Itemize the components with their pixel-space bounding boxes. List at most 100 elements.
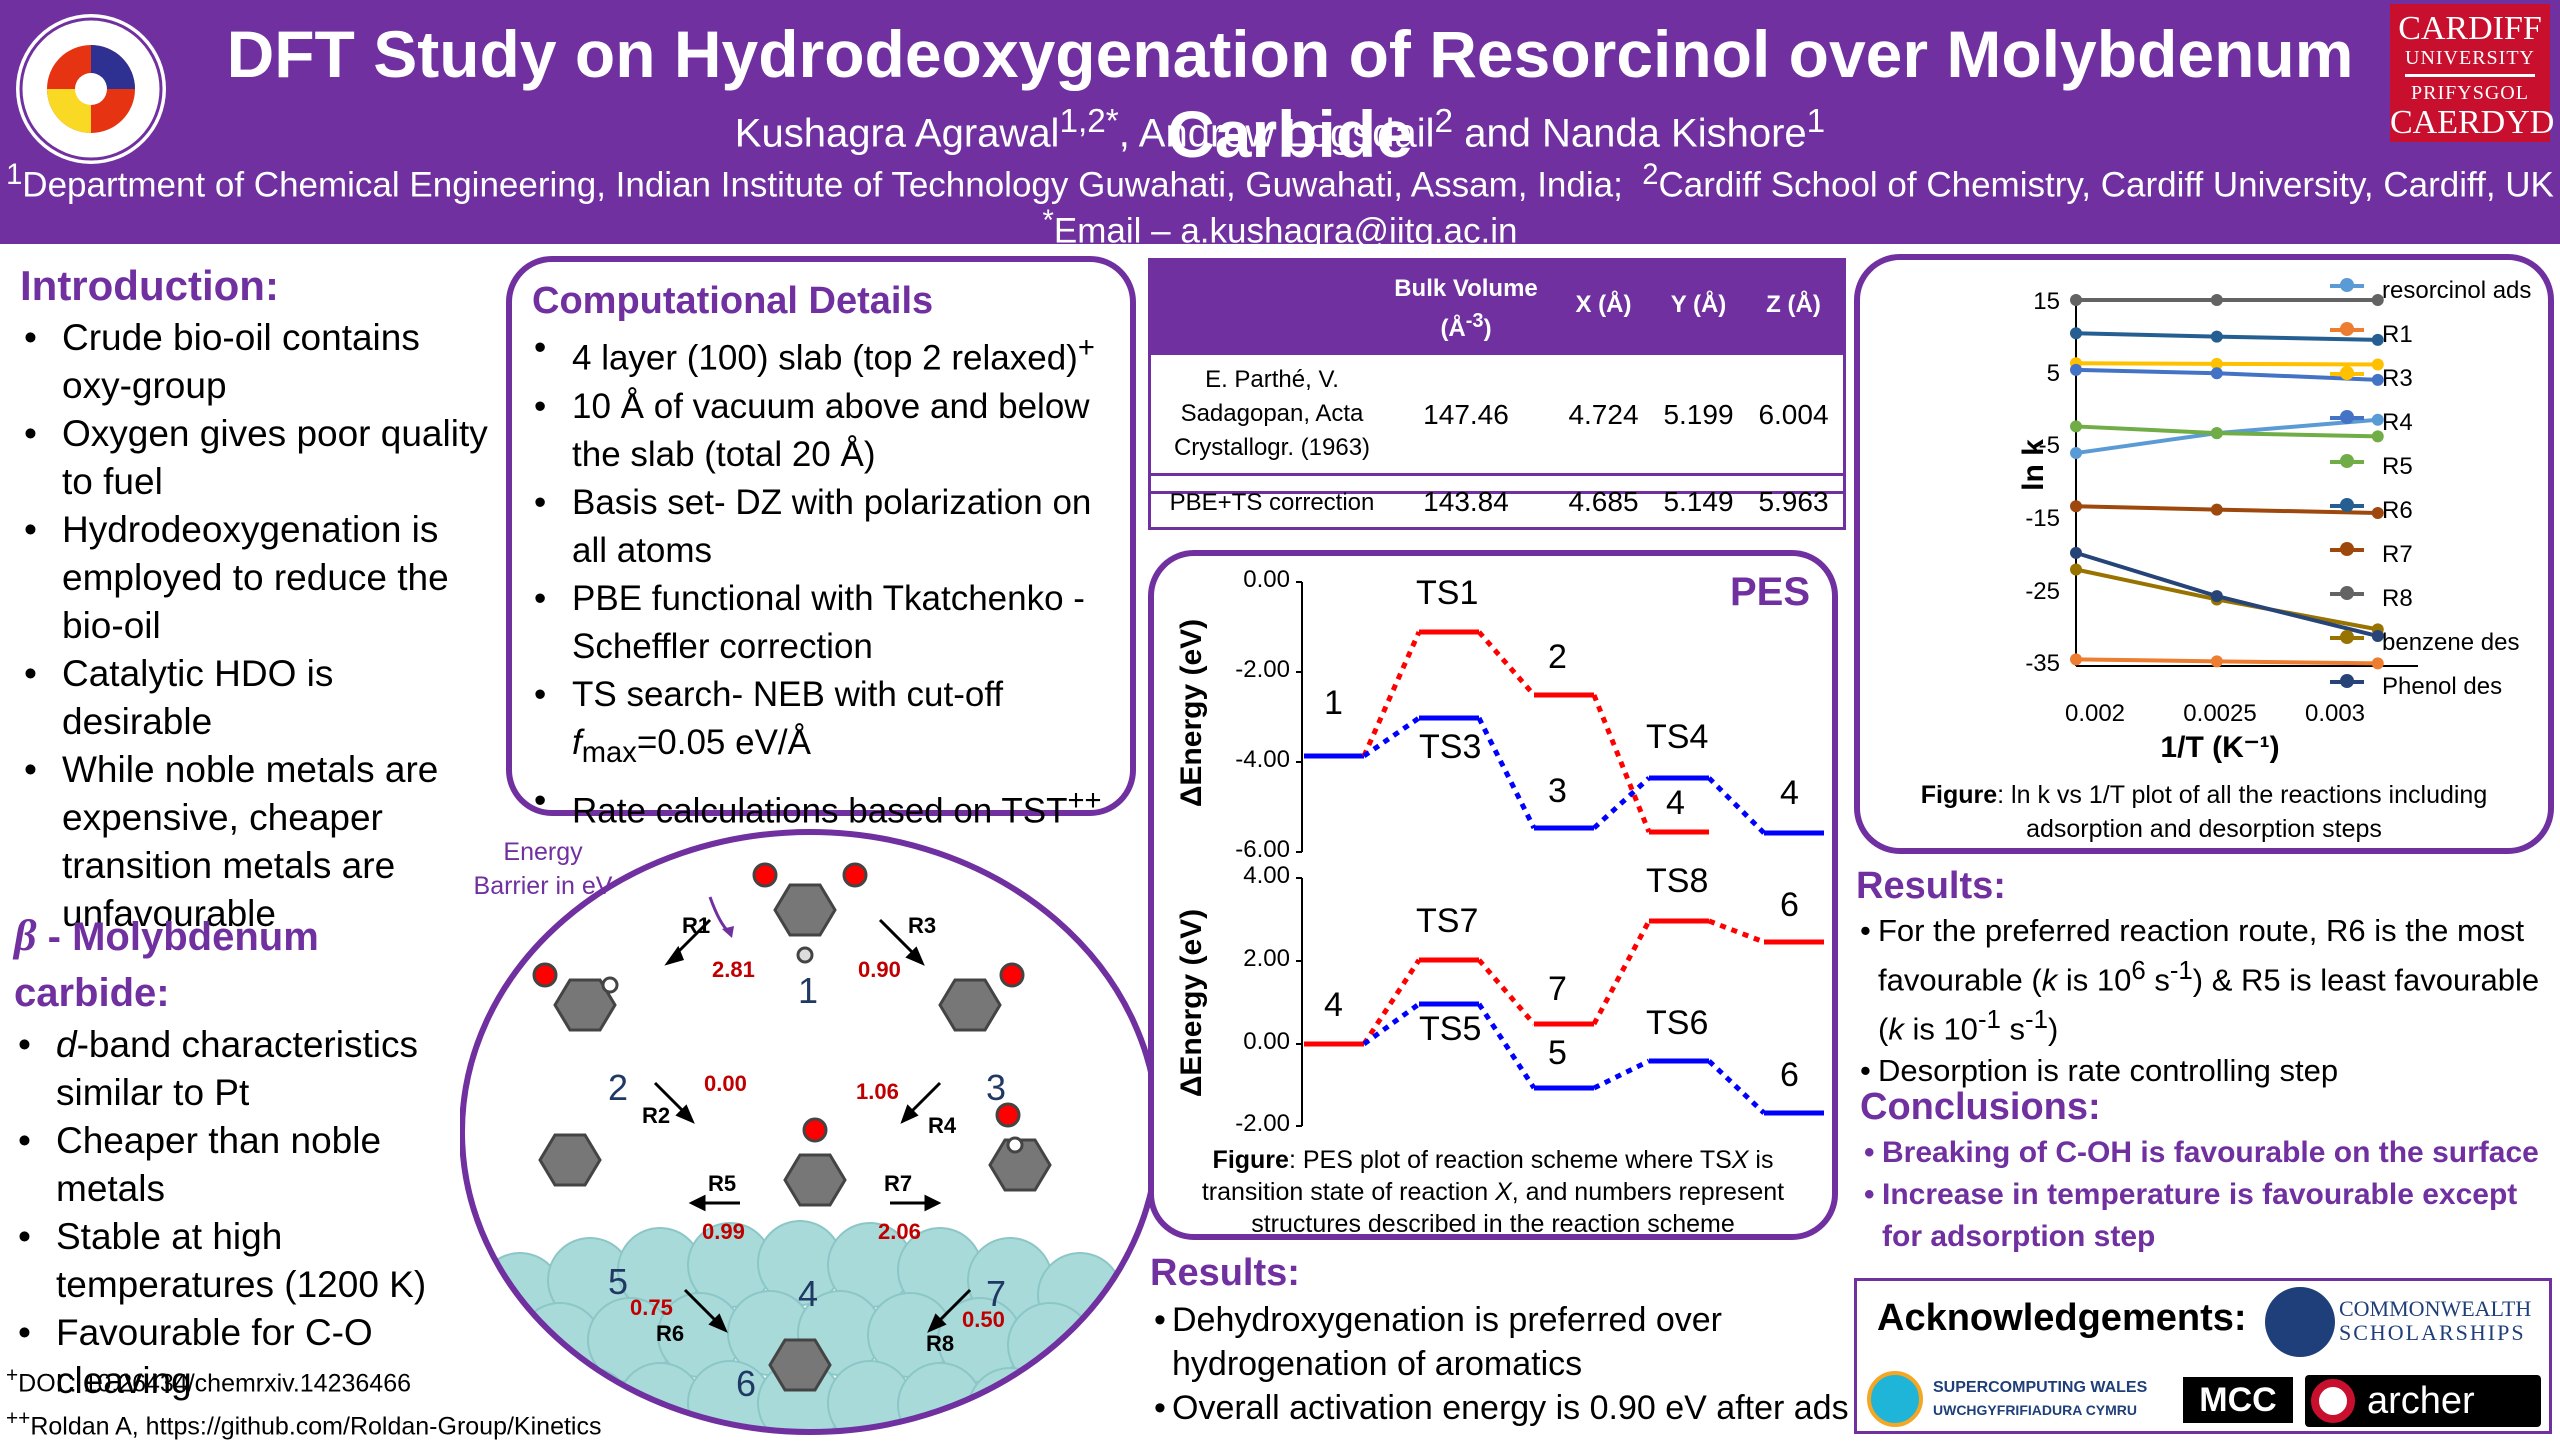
- intro-item: While noble metals are expensive, cheape…: [20, 746, 490, 938]
- table-header-volume-l1: Bulk Volume: [1394, 275, 1538, 302]
- lnk-point: [2070, 500, 2082, 513]
- lnk-legend-dot: [2340, 454, 2354, 468]
- comp-item6-text: Rate calculations based on TST: [572, 791, 1068, 831]
- molecule-5: [538, 1133, 602, 1187]
- barrier-r8: 0.50: [962, 1307, 1005, 1332]
- pes-ylabel-top: ΔEnergy (eV): [1175, 618, 1208, 808]
- lnk-point: [2371, 333, 2384, 346]
- lnk-point: [2371, 373, 2384, 386]
- affil-2: Cardiff School of Chemistry, Cardiff Uni…: [1658, 165, 2554, 205]
- conclusion-item: Breaking of C-OH is favourable on the su…: [1860, 1132, 2550, 1174]
- bulk-table-container: Bulk Volume (Å-3) X (Å) Y (Å) Z (Å) E. P…: [1148, 258, 1846, 517]
- scw-line2: UWCHGYFRIFIADURA CYMRU: [1933, 1402, 2138, 1418]
- lnk-ylabel: ln k: [2017, 439, 2050, 491]
- lnk-legend-label: R5: [2382, 453, 2413, 480]
- rr-f: s: [2000, 1011, 2026, 1047]
- lnk-point: [2371, 294, 2384, 306]
- reaction-scheme: Energy Barrier in eV R1 R3 R2 R4 R5 R7 R…: [460, 825, 1150, 1435]
- lnk-legend-swatch: [2330, 630, 2364, 644]
- carbide-item1-rest: -band characteristics similar to Pt: [56, 1024, 418, 1113]
- lnk-caption: Figure: ln k vs 1/T plot of all the reac…: [1880, 778, 2528, 846]
- pes-caption-x2: X: [1495, 1178, 1512, 1206]
- lnk-legend-label: resorcinol ads: [2382, 277, 2532, 304]
- pes-box: PES ΔEnergy (eV) ΔEnergy (eV) 0.00 -2.00…: [1148, 550, 1838, 1240]
- lnk-xtick: 0.002: [2064, 700, 2126, 727]
- archer-text: archer: [2367, 1380, 2475, 1422]
- lnk-point: [2070, 363, 2082, 376]
- email-line: *Email – a.kushagra@iitg.ac.in: [0, 198, 2560, 255]
- conclusions-heading: Conclusions:: [1860, 1086, 2101, 1128]
- comp-item1-text: 4 layer (100) slab (top 2 relaxed): [572, 338, 1078, 378]
- results-right-list: For the preferred reaction route, R6 is …: [1856, 910, 2556, 1091]
- pes-label-3: 3: [1548, 772, 1567, 810]
- lnk-point: [2371, 358, 2384, 371]
- lnk-legend-dot: [2340, 498, 2354, 512]
- lnk-point: [2371, 506, 2384, 519]
- computational-details-box: Computational Details 4 layer (100) slab…: [506, 256, 1136, 830]
- table-header-y: Y (Å): [1670, 291, 1727, 318]
- email-sup: *: [1042, 205, 1054, 237]
- structure-4: 4: [798, 1273, 819, 1314]
- barrier-r4: 1.06: [856, 1079, 899, 1104]
- iit-guwahati-logo: [16, 14, 166, 164]
- intro-item: Oxygen gives poor quality to fuel: [20, 410, 490, 506]
- lnk-point: [2371, 657, 2384, 670]
- molecule-4: [783, 1117, 847, 1207]
- table-row2-z: 5.963: [1758, 486, 1829, 517]
- carbide-item1-italic: d: [56, 1024, 77, 1065]
- barrier-r2: 0.00: [704, 1071, 747, 1096]
- rr-b: is 10: [2057, 962, 2132, 998]
- lnk-legend-dot: [2340, 410, 2354, 424]
- pes-label-7: 7: [1548, 970, 1567, 1008]
- author-2-sup: 2: [1434, 103, 1454, 140]
- structure-1: 1: [798, 970, 819, 1011]
- rr-g: ): [2048, 1011, 2059, 1047]
- results-middle-heading: Results:: [1150, 1252, 1300, 1294]
- email: Email – a.kushagra@iitg.ac.in: [1053, 211, 1518, 251]
- lnk-legend-swatch: [2330, 542, 2364, 556]
- table-row1-y: 5.199: [1663, 399, 1734, 430]
- pes-tick-top-3: -6.00: [1235, 836, 1290, 863]
- table-row1-vol: 147.46: [1423, 399, 1509, 430]
- lnk-ytick: 5: [2046, 360, 2060, 387]
- lnk-series: [2070, 294, 2384, 670]
- rr-sup3: -1: [1977, 1006, 2001, 1035]
- barrier-r3: 0.90: [858, 957, 901, 982]
- comp-item: Basis set- DZ with polarization on all a…: [530, 479, 1120, 575]
- barrier-r1: 2.81: [712, 957, 755, 982]
- comp-item6-sup: ++: [1067, 784, 1102, 817]
- pes-label-5: 5: [1548, 1034, 1567, 1072]
- cardiff-logo-line4: CAERDYD: [2390, 104, 2555, 141]
- carbide-item: Stable at high temperatures (1200 K): [14, 1213, 484, 1309]
- pes-caption-2: is transition state of reaction: [1201, 1146, 1774, 1206]
- lnk-legend-swatch: [2330, 410, 2364, 424]
- author-1-sup: 1,2*: [1059, 103, 1119, 140]
- scw-logo-text: SUPERCOMPUTING WALES UWCHGYFRIFIADURA CYM…: [1933, 1377, 2147, 1421]
- reaction-arrows: [653, 918, 972, 1333]
- rr-k2: k: [1888, 1011, 1904, 1047]
- computational-heading: Computational Details: [532, 280, 934, 322]
- lnk-ytick: -5: [2038, 432, 2060, 459]
- lnk-legend-label: R7: [2382, 541, 2413, 568]
- commonwealth-logo-text: COMMONWEALTH SCHOLARSHIPS: [2339, 1297, 2531, 1345]
- footnote-2: ++Roldan A, https://github.com/Roldan-Gr…: [6, 1401, 601, 1444]
- results-middle-item: Overall activation energy is 0.90 eV aft…: [1150, 1386, 1850, 1430]
- lnk-legend-swatch: [2330, 454, 2364, 468]
- results-middle-list: Dehydroxygenation is preferred over hydr…: [1150, 1298, 1850, 1430]
- table-row2-y: 5.149: [1663, 486, 1734, 517]
- pes-tick-top-0: 0.00: [1243, 566, 1290, 593]
- lnk-legend-label: R8: [2382, 585, 2413, 612]
- lnk-xlabel: 1/T (K⁻¹): [2160, 731, 2280, 764]
- structure-5: 5: [608, 1261, 629, 1302]
- comp-item5-pre: TS search- NEB with cut-off: [572, 674, 1004, 714]
- pes-label-ts4: TS4: [1646, 718, 1709, 756]
- structure-3: 3: [986, 1067, 1007, 1108]
- lnk-xtick: 0.0025: [2183, 700, 2257, 727]
- pes-caption-x1: X: [1731, 1146, 1749, 1174]
- results-middle-item: Dehydroxygenation is preferred over hydr…: [1150, 1298, 1850, 1386]
- affiliations-line: 1Department of Chemical Engineering, Ind…: [0, 152, 2560, 209]
- pes-label-ts6: TS6: [1646, 1004, 1709, 1042]
- pes-label-ts7: TS7: [1416, 902, 1479, 940]
- affil-1-sup: 1: [6, 159, 23, 191]
- comp-item1-sup: +: [1077, 332, 1095, 364]
